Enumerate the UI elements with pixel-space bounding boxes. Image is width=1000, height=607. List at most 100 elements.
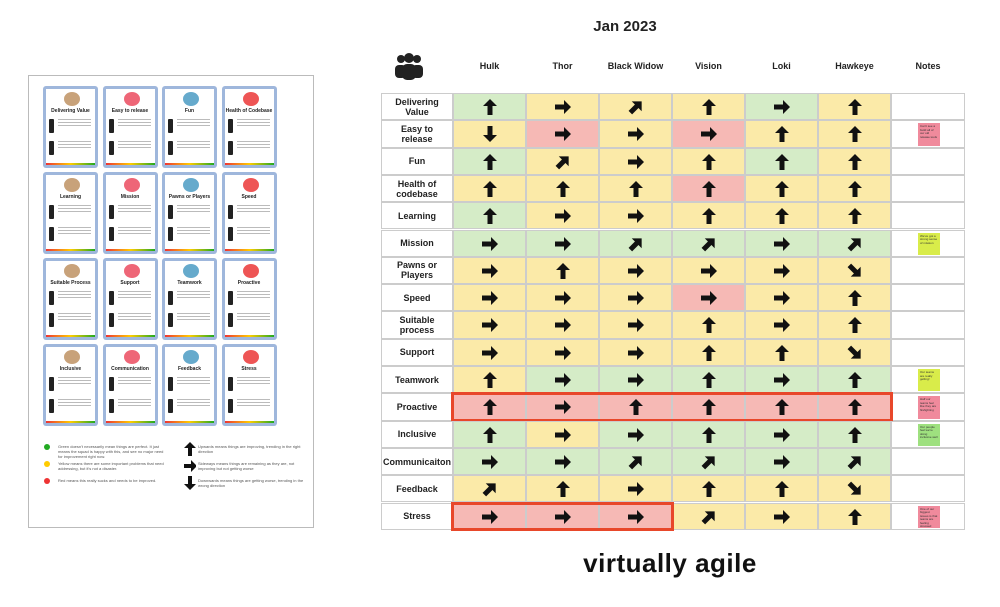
traffic-light — [49, 141, 54, 155]
trend-arrow — [628, 509, 644, 524]
card-stripe — [46, 249, 95, 251]
card-text-line — [236, 227, 270, 228]
trend-arrow — [847, 263, 861, 277]
column-header: Thor — [552, 61, 573, 71]
card-stripe — [46, 163, 95, 165]
card-text-line — [177, 319, 210, 320]
card-text-line — [177, 141, 210, 142]
card-text-line — [236, 119, 270, 120]
card-image — [242, 178, 259, 192]
card-text-line — [117, 399, 151, 400]
card-text-line — [177, 119, 210, 120]
card-text-line — [177, 205, 210, 206]
card-title: Inclusive — [59, 366, 82, 372]
card-text-line — [117, 230, 151, 231]
traffic-light — [108, 313, 114, 327]
arrow — [774, 100, 790, 114]
row-label: Easy to release — [381, 120, 453, 148]
trend-arrow — [555, 345, 571, 360]
health-cell — [745, 202, 818, 230]
card-text-line — [58, 125, 91, 126]
card: Learning — [43, 172, 98, 254]
arrow — [848, 317, 862, 334]
trend-arrow — [775, 153, 789, 170]
trend-arrow — [555, 509, 571, 524]
traffic-light — [168, 141, 173, 155]
card-title: Proactive — [237, 280, 261, 286]
card-stripe — [46, 421, 95, 423]
arrow — [848, 99, 862, 115]
legend-arrow — [184, 476, 196, 490]
health-cell — [818, 120, 891, 148]
health-cell — [745, 147, 818, 175]
card-body: Mission — [105, 175, 155, 251]
card: Health of Codebase — [221, 86, 277, 168]
trend-arrow — [702, 372, 716, 388]
traffic-light — [168, 313, 173, 327]
card-image — [183, 178, 199, 192]
trend-arrow — [555, 100, 571, 114]
card-image — [123, 264, 140, 278]
health-cell — [745, 284, 818, 312]
trend-arrow — [774, 263, 790, 278]
card-text-line — [58, 205, 91, 206]
arrow — [184, 442, 196, 456]
row-label: Fun — [381, 147, 453, 175]
trend-arrow — [555, 373, 571, 387]
row-label: Delivering Value — [381, 93, 453, 121]
card-text-line — [58, 399, 91, 400]
arrow — [555, 236, 571, 251]
arrow — [628, 373, 644, 387]
arrow — [628, 456, 642, 470]
health-cell — [599, 420, 672, 448]
legend-arrow — [184, 460, 196, 472]
arrow — [847, 263, 861, 277]
card-text-line — [236, 211, 270, 212]
arrow — [628, 237, 642, 251]
arrow — [775, 344, 789, 361]
notes-cell: We've got a strong sense of mission — [891, 229, 965, 257]
row-label: Stress — [381, 502, 453, 530]
trend-arrow — [482, 345, 498, 360]
arrow — [483, 180, 497, 197]
card-image — [183, 264, 199, 278]
arrow — [848, 426, 862, 443]
card-text-line — [58, 297, 91, 298]
trend-arrow — [482, 318, 498, 333]
health-cell — [745, 475, 818, 503]
card-body: Easy to release — [105, 89, 155, 165]
arrow — [483, 372, 497, 388]
card-text-line — [177, 294, 210, 295]
card-text-line — [117, 297, 151, 298]
trend-arrow — [848, 290, 862, 307]
health-cell — [818, 311, 891, 339]
sticky-note: Our teams are really gelling! — [918, 369, 940, 392]
health-cell — [526, 447, 599, 476]
health-cell — [672, 147, 745, 175]
column-header: Hawkeye — [835, 61, 874, 71]
notes-cell — [891, 475, 965, 503]
trend-arrow — [701, 510, 715, 524]
trend-arrow — [628, 154, 644, 169]
card-text-line — [177, 208, 210, 209]
card-title: Stress — [241, 366, 257, 372]
row-label: Feedback — [381, 475, 453, 503]
card-text-line — [236, 208, 270, 209]
trend-arrow — [701, 127, 717, 142]
arrow — [184, 476, 196, 490]
trend-arrow — [555, 427, 571, 442]
highlight-outline — [451, 392, 893, 422]
arrow — [482, 483, 496, 497]
card-text-line — [236, 402, 270, 403]
traffic-light — [108, 119, 114, 133]
arrow — [482, 291, 498, 306]
trend-arrow — [555, 209, 571, 224]
trend-arrow — [701, 237, 715, 251]
arrow — [775, 399, 789, 416]
legend-text: Downwards means things are getting worse… — [198, 478, 304, 488]
traffic-light — [108, 227, 114, 241]
trend-arrow — [701, 263, 717, 278]
arrow — [483, 426, 497, 443]
trend-arrow — [483, 126, 497, 143]
trend-arrow — [774, 509, 790, 524]
